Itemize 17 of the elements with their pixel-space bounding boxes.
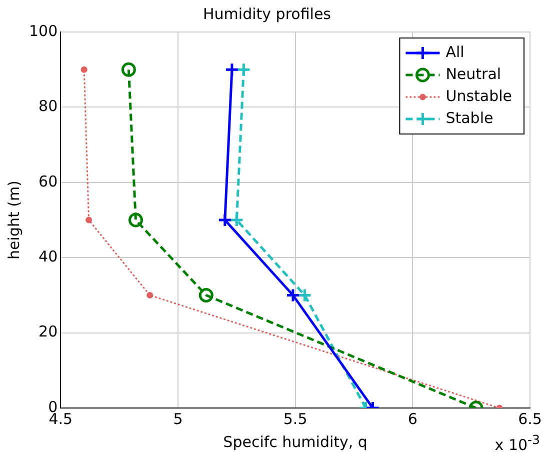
x-tick-label: 6 <box>408 410 418 428</box>
legend-label: Unstable <box>446 86 512 105</box>
y-tick-label: 20 <box>38 322 58 341</box>
y-tick-label: 80 <box>38 97 58 116</box>
x-axis-title: Specifc humidity, q <box>223 432 368 451</box>
legend-label: All <box>446 42 464 61</box>
chart-title: Humidity profiles <box>203 4 332 23</box>
legend-label: Neutral <box>446 64 502 83</box>
text: x 10$^{-3}$ <box>494 432 540 454</box>
y-tick-label: 40 <box>38 247 58 266</box>
x-tick-label: 5 <box>173 410 183 428</box>
legend-label: Stable <box>446 108 494 127</box>
y-tick-label: 60 <box>38 172 58 190</box>
x-tick-label: 6.5 <box>518 410 542 428</box>
x-tick-label: 5.5 <box>283 410 308 428</box>
y-axis-title: height (m) <box>4 180 23 260</box>
y-tick-label: 100 <box>28 22 58 40</box>
